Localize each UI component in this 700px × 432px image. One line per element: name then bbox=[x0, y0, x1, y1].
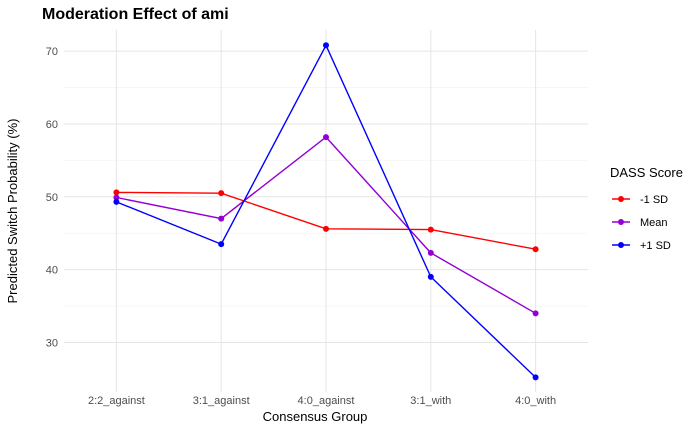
legend-entry-label: Mean bbox=[640, 217, 668, 229]
legend: DASS Score -1 SD Mean +1 SD bbox=[610, 165, 683, 252]
x-tick-label: 4:0_with bbox=[515, 395, 556, 407]
data-point bbox=[427, 273, 434, 280]
legend-key-point bbox=[618, 219, 624, 225]
legend-entry-label: -1 SD bbox=[640, 194, 668, 206]
data-point bbox=[113, 189, 120, 196]
data-point bbox=[532, 310, 539, 317]
x-tick-label: 3:1_with bbox=[410, 395, 451, 407]
legend-entry-label: +1 SD bbox=[640, 240, 671, 252]
legend-key-point bbox=[618, 242, 624, 248]
data-point bbox=[218, 190, 225, 197]
series-points bbox=[113, 42, 539, 381]
data-point bbox=[427, 226, 434, 233]
data-point bbox=[427, 249, 434, 256]
x-tick-label: 3:1_against bbox=[193, 395, 250, 407]
legend-title: DASS Score bbox=[610, 165, 683, 180]
y-tick-label: 40 bbox=[46, 265, 58, 277]
y-axis-label: Predicted Switch Probability (%) bbox=[5, 119, 20, 304]
data-point bbox=[218, 241, 225, 248]
y-tick-label: 50 bbox=[46, 192, 58, 204]
data-point bbox=[113, 198, 120, 205]
y-axis-ticks: 30 40 50 60 70 bbox=[46, 46, 58, 349]
x-tick-label: 2:2_against bbox=[88, 395, 145, 407]
data-point bbox=[323, 134, 329, 141]
legend-key-point bbox=[618, 196, 624, 202]
data-point bbox=[113, 194, 120, 201]
y-tick-label: 60 bbox=[46, 119, 58, 131]
data-point bbox=[532, 246, 539, 253]
data-point bbox=[323, 42, 329, 49]
plot-gridlines bbox=[64, 30, 588, 392]
x-tick-label: 4:0_against bbox=[298, 395, 355, 407]
x-axis-ticks: 2:2_against 3:1_against 4:0_against 3:1_wit… bbox=[88, 395, 556, 407]
chart-title: Moderation Effect of ami bbox=[42, 6, 229, 23]
x-axis-label: Consensus Group bbox=[263, 409, 368, 424]
data-point bbox=[218, 215, 225, 222]
y-tick-label: 70 bbox=[46, 46, 58, 58]
y-tick-label: 30 bbox=[46, 337, 58, 349]
data-point bbox=[323, 225, 329, 232]
data-point bbox=[532, 374, 539, 381]
